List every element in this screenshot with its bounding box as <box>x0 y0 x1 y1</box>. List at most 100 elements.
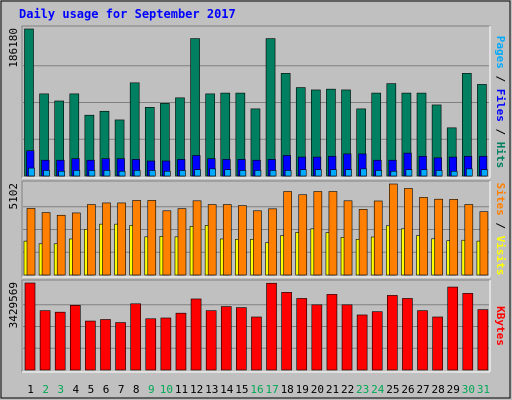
bar-pages-day-26 <box>405 169 413 177</box>
panel-bottom: 3429569 KBytes <box>7 279 507 373</box>
x-tick-label: 29 <box>447 383 460 396</box>
x-tick-label: 14 <box>220 383 234 396</box>
x-tick-label: 15 <box>235 383 248 396</box>
bar-sites-day-16 <box>253 210 262 276</box>
panel-top: 186180 Pages / Files / Hits <box>7 25 507 179</box>
legend-entry: / <box>494 216 507 236</box>
x-tick-label: 31 <box>477 383 490 396</box>
bar-hits-day-17 <box>265 38 276 177</box>
bar-pages-day-10 <box>164 170 171 177</box>
bar-pages-day-22 <box>345 169 352 177</box>
bar-pages-day-7 <box>118 170 126 177</box>
y-max-label: 186180 <box>7 28 20 68</box>
bar-kbytes-day-4 <box>69 305 81 371</box>
bar-sites-day-23 <box>358 209 368 276</box>
bar-kbytes-day-14 <box>220 306 232 371</box>
legend-entry: / <box>494 69 507 89</box>
bar-kbytes-day-2 <box>39 310 51 371</box>
x-tick-label: 18 <box>281 383 294 396</box>
bar-sites-day-26 <box>404 188 413 276</box>
bar-sites-day-12 <box>192 200 202 276</box>
bar-pages-day-11 <box>179 170 186 177</box>
bar-kbytes-day-1 <box>24 282 36 371</box>
bar-pages-day-14 <box>224 169 232 177</box>
x-tick-label: 28 <box>432 383 445 396</box>
bar-sites-day-22 <box>343 200 353 276</box>
bar-pages-day-28 <box>435 170 443 177</box>
bar-sites-day-10 <box>162 210 172 276</box>
x-axis-labels: 1 2 3 4 5 6 7 8 9 10 11 12 13 14 15 16 17 18 19 20 21 22 23 24 2… <box>27 383 490 396</box>
x-tick-label: 16 <box>250 383 263 396</box>
x-tick-label: 26 <box>401 383 414 396</box>
bar-sites-day-17 <box>268 208 277 276</box>
panel-middle: 5102 Sites / Visits <box>7 180 507 278</box>
bar-pages-day-6 <box>103 170 111 177</box>
bar-pages-day-12 <box>194 169 201 177</box>
bar-pages-day-20 <box>315 169 322 177</box>
bar-kbytes-day-17 <box>266 282 277 371</box>
legend-entry: Files <box>494 89 507 122</box>
bar-kbytes-day-21 <box>326 294 338 371</box>
legend-entry: KBytes <box>494 306 507 346</box>
bar-sites-day-15 <box>238 205 247 276</box>
bar-kbytes-day-23 <box>356 314 368 371</box>
x-tick-label: 3 <box>57 383 64 396</box>
bar-sites-day-13 <box>207 204 217 276</box>
series-legend: KBytes <box>494 306 507 346</box>
bar-kbytes-day-18 <box>281 292 292 371</box>
bar-kbytes-day-27 <box>417 310 428 371</box>
y-max-label: 3429569 <box>7 282 20 328</box>
x-tick-label: 13 <box>205 383 218 396</box>
x-tick-label: 21 <box>326 383 339 396</box>
legend-entry: Sites <box>494 183 507 216</box>
bar-kbytes-day-19 <box>296 298 308 371</box>
series-legend: Pages / Files / Hits <box>494 36 507 169</box>
bar-pages-day-25 <box>390 170 398 177</box>
x-tick-label: 25 <box>386 383 399 396</box>
bar-sites-day-14 <box>222 204 232 276</box>
bar-kbytes-day-15 <box>236 307 247 371</box>
bar-kbytes-day-6 <box>100 319 111 371</box>
bar-sites-day-29 <box>449 199 459 276</box>
x-tick-label: 10 <box>160 383 173 396</box>
bar-kbytes-day-20 <box>311 304 323 371</box>
legend-entry: Visits <box>494 236 507 276</box>
bar-kbytes-day-8 <box>130 303 141 371</box>
legend-entry: Hits <box>494 142 507 169</box>
legend-entry: / <box>494 122 507 142</box>
x-tick-label: 17 <box>265 383 278 396</box>
bar-sites-day-11 <box>177 208 187 276</box>
bar-kbytes-day-30 <box>462 293 474 371</box>
bar-sites-day-1 <box>26 208 36 276</box>
bar-kbytes-day-16 <box>251 316 262 371</box>
bar-kbytes-day-7 <box>115 322 126 371</box>
bar-kbytes-day-26 <box>402 298 413 371</box>
bar-sites-day-7 <box>117 202 126 276</box>
bar-kbytes-day-3 <box>54 311 66 371</box>
bar-pages-day-5 <box>88 170 96 177</box>
bar-sites-day-2 <box>41 212 51 276</box>
x-tick-label: 7 <box>118 383 125 396</box>
x-tick-label: 11 <box>175 383 188 396</box>
y-max-label: 5102 <box>7 183 20 210</box>
panels-layer: 186180 Pages / Files / Hits 5102 Sites / Vi… <box>7 25 507 373</box>
bar-kbytes-day-22 <box>341 304 353 371</box>
series-legend: Sites / Visits <box>494 183 507 276</box>
bar-sites-day-25 <box>389 183 398 276</box>
bar-pages-day-19 <box>299 169 307 177</box>
bar-kbytes-day-9 <box>145 318 157 371</box>
bar-sites-day-27 <box>419 197 428 276</box>
bar-kbytes-day-28 <box>432 316 443 371</box>
x-tick-label: 4 <box>73 383 80 396</box>
bar-sites-day-3 <box>56 214 66 276</box>
bar-sites-day-21 <box>328 191 338 276</box>
bar-kbytes-day-12 <box>190 298 202 371</box>
x-tick-label: 19 <box>296 383 309 396</box>
bar-pages-day-31 <box>481 169 488 177</box>
bar-pages-day-24 <box>375 170 383 177</box>
bar-pages-day-21 <box>330 169 337 177</box>
bar-kbytes-day-10 <box>160 317 172 371</box>
bar-pages-day-9 <box>148 170 156 177</box>
x-tick-label: 6 <box>103 383 110 396</box>
